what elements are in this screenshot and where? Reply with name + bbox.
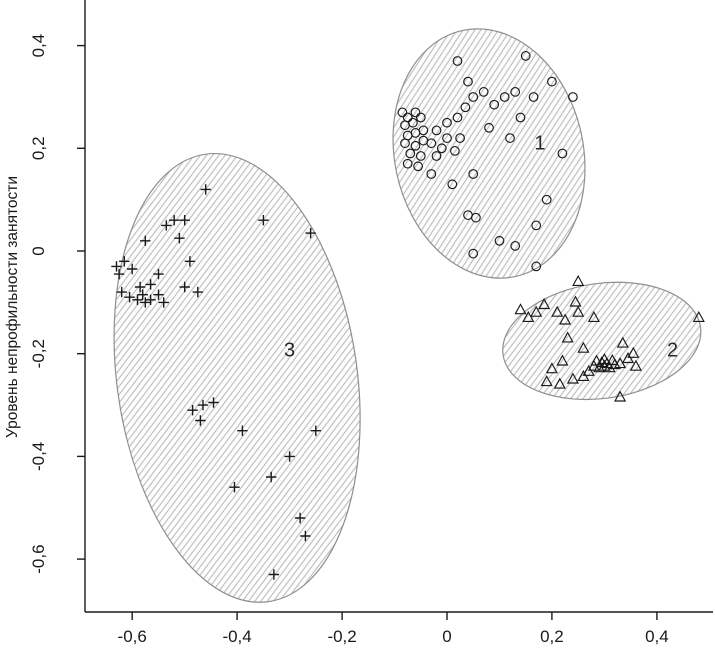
y-tick-label: -0,6	[29, 544, 48, 573]
cluster-ellipses	[113, 28, 702, 603]
y-axis-title: Уровень непрофильности занятости	[4, 176, 21, 438]
x-tick-label: 0,4	[645, 627, 669, 646]
points-cluster-2	[514, 274, 705, 402]
y-tick-label: 0,2	[29, 136, 48, 160]
y-tick-label: 0,4	[29, 34, 48, 58]
x-tick-label: 0,2	[540, 627, 564, 646]
cluster-label-1: 1	[534, 132, 545, 154]
y-tick-label: 0	[29, 246, 48, 255]
points-cluster-3	[111, 184, 321, 580]
points-cluster-1	[397, 51, 578, 272]
cluster-labels: 1 2 3	[284, 132, 678, 361]
x-tick-label: 0	[442, 627, 451, 646]
axes: -0,6 -0,4 -0,2 0 0,2 0,4 -0,6 -0,4 -0,2 0 0,2 0,4 Ур…	[4, 0, 713, 646]
cluster-ellipse-3	[113, 152, 361, 603]
y-tick-label: -0,4	[29, 442, 48, 471]
y-tick-label: -0,2	[29, 339, 48, 368]
x-tick-label: -0,6	[118, 627, 147, 646]
data-points	[111, 51, 705, 580]
cluster-label-3: 3	[284, 339, 295, 361]
x-tick-label: -0,2	[327, 627, 356, 646]
cluster-label-2: 2	[667, 339, 678, 361]
cluster-ellipse-1	[392, 28, 586, 279]
x-tick-label: -0,4	[222, 627, 251, 646]
cluster-ellipse-2	[502, 281, 702, 401]
